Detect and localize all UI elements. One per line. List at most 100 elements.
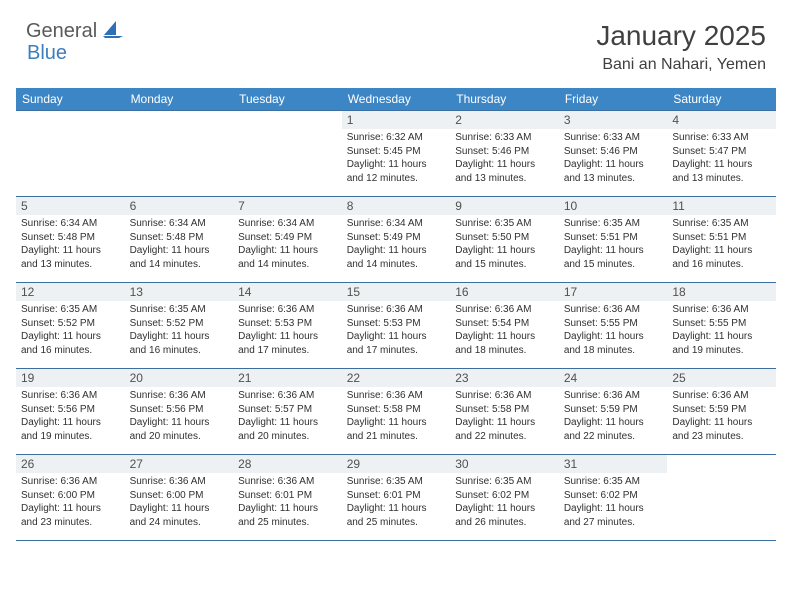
title-block: January 2025 Bani an Nahari, Yemen [596,20,766,74]
col-monday: Monday [125,88,234,111]
day-number: 15 [342,283,451,301]
day-number: 14 [233,283,342,301]
calendar-day-cell: 4Sunrise: 6:33 AMSunset: 5:47 PMDaylight… [667,111,776,197]
calendar-day-cell: 8Sunrise: 6:34 AMSunset: 5:49 PMDaylight… [342,197,451,283]
calendar-day-cell [125,111,234,197]
day-number: 20 [125,369,234,387]
calendar-day-cell: 26Sunrise: 6:36 AMSunset: 6:00 PMDayligh… [16,455,125,541]
day-number: 18 [667,283,776,301]
col-saturday: Saturday [667,88,776,111]
calendar-week-row: 19Sunrise: 6:36 AMSunset: 5:56 PMDayligh… [16,369,776,455]
day-details: Sunrise: 6:36 AMSunset: 5:56 PMDaylight:… [125,387,234,447]
location: Bani an Nahari, Yemen [596,56,766,74]
day-details: Sunrise: 6:35 AMSunset: 5:51 PMDaylight:… [559,215,668,275]
day-number: 4 [667,111,776,129]
day-details: Sunrise: 6:35 AMSunset: 5:51 PMDaylight:… [667,215,776,275]
calendar-week-row: 12Sunrise: 6:35 AMSunset: 5:52 PMDayligh… [16,283,776,369]
day-details: Sunrise: 6:36 AMSunset: 5:58 PMDaylight:… [342,387,451,447]
day-number: 21 [233,369,342,387]
day-number: 19 [16,369,125,387]
calendar-week-row: 5Sunrise: 6:34 AMSunset: 5:48 PMDaylight… [16,197,776,283]
day-details: Sunrise: 6:34 AMSunset: 5:48 PMDaylight:… [125,215,234,275]
day-number: 30 [450,455,559,473]
header: General January 2025 Bani an Nahari, Yem… [0,0,792,82]
day-details: Sunrise: 6:36 AMSunset: 5:55 PMDaylight:… [559,301,668,361]
calendar-day-cell: 23Sunrise: 6:36 AMSunset: 5:58 PMDayligh… [450,369,559,455]
day-details: Sunrise: 6:33 AMSunset: 5:46 PMDaylight:… [450,129,559,189]
day-number: 24 [559,369,668,387]
day-number: 28 [233,455,342,473]
col-sunday: Sunday [16,88,125,111]
day-details: Sunrise: 6:35 AMSunset: 5:50 PMDaylight:… [450,215,559,275]
calendar-day-cell: 10Sunrise: 6:35 AMSunset: 5:51 PMDayligh… [559,197,668,283]
sail-icon [103,20,123,43]
day-number: 2 [450,111,559,129]
brand-logo: General [26,20,125,43]
calendar-day-cell: 18Sunrise: 6:36 AMSunset: 5:55 PMDayligh… [667,283,776,369]
calendar-day-cell: 6Sunrise: 6:34 AMSunset: 5:48 PMDaylight… [125,197,234,283]
day-number: 23 [450,369,559,387]
day-details: Sunrise: 6:35 AMSunset: 6:02 PMDaylight:… [559,473,668,533]
calendar-day-cell: 12Sunrise: 6:35 AMSunset: 5:52 PMDayligh… [16,283,125,369]
calendar-day-cell: 14Sunrise: 6:36 AMSunset: 5:53 PMDayligh… [233,283,342,369]
month-title: January 2025 [596,20,766,52]
calendar-day-cell: 19Sunrise: 6:36 AMSunset: 5:56 PMDayligh… [16,369,125,455]
day-details: Sunrise: 6:35 AMSunset: 6:01 PMDaylight:… [342,473,451,533]
calendar-day-cell: 21Sunrise: 6:36 AMSunset: 5:57 PMDayligh… [233,369,342,455]
day-number: 1 [342,111,451,129]
day-number: 12 [16,283,125,301]
calendar-week-row: 1Sunrise: 6:32 AMSunset: 5:45 PMDaylight… [16,111,776,197]
calendar-day-cell [233,111,342,197]
col-friday: Friday [559,88,668,111]
day-number: 17 [559,283,668,301]
weekday-header-row: Sunday Monday Tuesday Wednesday Thursday… [16,88,776,111]
calendar-body: 1Sunrise: 6:32 AMSunset: 5:45 PMDaylight… [16,111,776,541]
day-number: 6 [125,197,234,215]
day-details: Sunrise: 6:32 AMSunset: 5:45 PMDaylight:… [342,129,451,189]
calendar-day-cell [667,455,776,541]
calendar-day-cell: 29Sunrise: 6:35 AMSunset: 6:01 PMDayligh… [342,455,451,541]
day-details: Sunrise: 6:36 AMSunset: 6:00 PMDaylight:… [125,473,234,533]
day-details: Sunrise: 6:33 AMSunset: 5:47 PMDaylight:… [667,129,776,189]
brand-part1: General [26,20,97,43]
day-number: 11 [667,197,776,215]
day-number: 25 [667,369,776,387]
day-details: Sunrise: 6:35 AMSunset: 5:52 PMDaylight:… [125,301,234,361]
day-details: Sunrise: 6:36 AMSunset: 5:56 PMDaylight:… [16,387,125,447]
day-details: Sunrise: 6:36 AMSunset: 5:59 PMDaylight:… [667,387,776,447]
day-details: Sunrise: 6:36 AMSunset: 5:53 PMDaylight:… [342,301,451,361]
day-details: Sunrise: 6:36 AMSunset: 5:55 PMDaylight:… [667,301,776,361]
day-details: Sunrise: 6:36 AMSunset: 6:00 PMDaylight:… [16,473,125,533]
day-details: Sunrise: 6:36 AMSunset: 5:53 PMDaylight:… [233,301,342,361]
calendar-day-cell: 1Sunrise: 6:32 AMSunset: 5:45 PMDaylight… [342,111,451,197]
day-number: 22 [342,369,451,387]
day-number: 16 [450,283,559,301]
day-number: 9 [450,197,559,215]
day-details: Sunrise: 6:34 AMSunset: 5:48 PMDaylight:… [16,215,125,275]
calendar-day-cell: 17Sunrise: 6:36 AMSunset: 5:55 PMDayligh… [559,283,668,369]
calendar-day-cell: 20Sunrise: 6:36 AMSunset: 5:56 PMDayligh… [125,369,234,455]
calendar-day-cell: 11Sunrise: 6:35 AMSunset: 5:51 PMDayligh… [667,197,776,283]
calendar-day-cell: 22Sunrise: 6:36 AMSunset: 5:58 PMDayligh… [342,369,451,455]
calendar-day-cell: 15Sunrise: 6:36 AMSunset: 5:53 PMDayligh… [342,283,451,369]
calendar-day-cell: 9Sunrise: 6:35 AMSunset: 5:50 PMDaylight… [450,197,559,283]
day-details: Sunrise: 6:36 AMSunset: 5:59 PMDaylight:… [559,387,668,447]
calendar-day-cell: 31Sunrise: 6:35 AMSunset: 6:02 PMDayligh… [559,455,668,541]
day-details: Sunrise: 6:35 AMSunset: 5:52 PMDaylight:… [16,301,125,361]
brand-part2: Blue [27,42,67,64]
calendar-day-cell: 28Sunrise: 6:36 AMSunset: 6:01 PMDayligh… [233,455,342,541]
day-number: 13 [125,283,234,301]
col-tuesday: Tuesday [233,88,342,111]
calendar-day-cell: 2Sunrise: 6:33 AMSunset: 5:46 PMDaylight… [450,111,559,197]
calendar-day-cell: 13Sunrise: 6:35 AMSunset: 5:52 PMDayligh… [125,283,234,369]
day-number: 29 [342,455,451,473]
day-details: Sunrise: 6:34 AMSunset: 5:49 PMDaylight:… [233,215,342,275]
col-thursday: Thursday [450,88,559,111]
day-details: Sunrise: 6:34 AMSunset: 5:49 PMDaylight:… [342,215,451,275]
day-details: Sunrise: 6:36 AMSunset: 5:58 PMDaylight:… [450,387,559,447]
day-number: 31 [559,455,668,473]
day-number: 5 [16,197,125,215]
day-number: 10 [559,197,668,215]
calendar-day-cell: 30Sunrise: 6:35 AMSunset: 6:02 PMDayligh… [450,455,559,541]
day-number: 3 [559,111,668,129]
